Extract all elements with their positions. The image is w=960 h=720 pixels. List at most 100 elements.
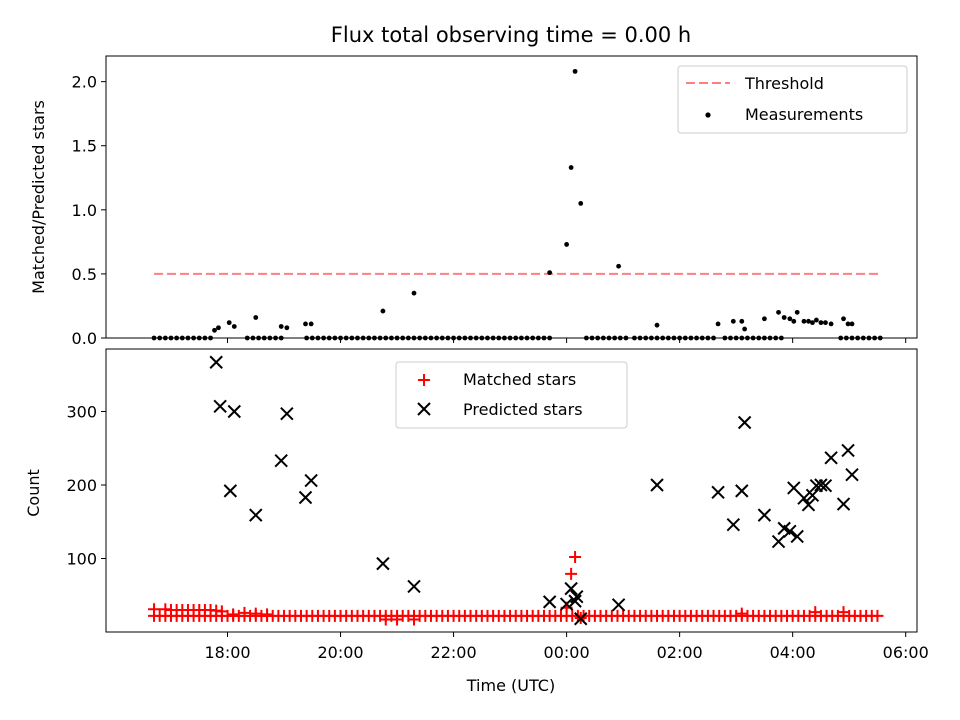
predicted-star-marker bbox=[568, 594, 582, 608]
measurement-point bbox=[411, 290, 417, 296]
top-legend-box bbox=[677, 65, 908, 134]
measurement-point bbox=[762, 316, 767, 322]
bottom-x-tick-label: 20:00 bbox=[317, 643, 363, 662]
predicted-star-marker bbox=[298, 490, 313, 505]
measurement-point bbox=[253, 315, 259, 320]
matched-star-marker bbox=[809, 606, 822, 619]
measurement-point bbox=[814, 317, 819, 323]
measurement-point bbox=[781, 315, 787, 320]
measurement-point bbox=[547, 270, 553, 276]
measurement-point bbox=[564, 242, 570, 247]
bottom-y-tick-label: 300 bbox=[66, 402, 97, 421]
measurement-point bbox=[284, 325, 290, 331]
matched-star-marker bbox=[215, 605, 228, 618]
matched-star-marker bbox=[148, 603, 161, 616]
predicted-star-marker bbox=[824, 451, 838, 465]
measurement-point bbox=[810, 320, 815, 326]
predicted-star-marker bbox=[737, 415, 752, 430]
bottom-xlabel: Time (UTC) bbox=[466, 676, 555, 695]
top-axes-frame bbox=[105, 55, 918, 339]
matched-stars-series bbox=[148, 551, 884, 626]
predicted-star-marker bbox=[783, 524, 797, 539]
predicted-star-marker bbox=[280, 406, 294, 421]
bottom-x-tick-label: 00:00 bbox=[544, 643, 590, 662]
matched-star-marker bbox=[408, 613, 421, 626]
matched-star-marker bbox=[735, 607, 748, 620]
measurement-point bbox=[654, 322, 660, 328]
measurement-point bbox=[739, 318, 745, 324]
predicted-star-marker bbox=[726, 517, 741, 532]
measurement-point bbox=[380, 308, 386, 314]
bottom-x-tick-label: 22:00 bbox=[431, 643, 477, 662]
bottom-legend-box bbox=[395, 361, 628, 429]
predicted-star-marker bbox=[841, 443, 855, 458]
bottom-x-ticks: 18:00 20:00 22:00 00:00 02:00 04:00 06:00 bbox=[204, 632, 929, 662]
measurement-point bbox=[212, 327, 217, 333]
measurement-point bbox=[231, 324, 237, 329]
measurement-point bbox=[742, 326, 748, 332]
predicted-star-marker bbox=[570, 590, 584, 604]
legend-matched-label: Matched stars bbox=[463, 370, 576, 389]
bottom-y-ticks: 100 200 300 bbox=[66, 402, 106, 568]
bottom-x-tick-label: 18:00 bbox=[204, 643, 250, 662]
measurement-point bbox=[308, 321, 314, 327]
matched-star-marker bbox=[837, 606, 850, 619]
measurement-point bbox=[841, 316, 846, 322]
top-y-tick-label: 0.5 bbox=[72, 265, 97, 284]
predicted-star-marker bbox=[845, 467, 859, 482]
predicted-star-marker bbox=[376, 556, 390, 571]
legend-predicted-swatch bbox=[417, 402, 431, 416]
measurement-point bbox=[226, 320, 232, 326]
matched-star-marker bbox=[565, 567, 578, 580]
predicted-star-marker bbox=[227, 404, 241, 419]
predicted-star-marker bbox=[787, 481, 801, 495]
measurement-point bbox=[278, 324, 284, 329]
predicted-star-marker bbox=[564, 581, 578, 596]
top-y-ticks: 0.0 0.5 1.0 1.5 2.0 bbox=[72, 73, 106, 348]
legend-threshold-label: Threshold bbox=[744, 74, 824, 93]
top-ylabel: Matched/Predicted stars bbox=[29, 100, 48, 294]
measurement-point bbox=[787, 316, 793, 322]
bottom-legend: Matched stars Predicted stars bbox=[395, 361, 628, 429]
measurement-point bbox=[216, 325, 221, 331]
measurement-point bbox=[776, 309, 781, 315]
legend-measurements-swatch bbox=[705, 112, 711, 118]
measurement-point bbox=[303, 321, 308, 327]
measurement-point bbox=[578, 201, 584, 206]
bottom-x-tick-label: 04:00 bbox=[770, 643, 816, 662]
measurement-point bbox=[823, 320, 828, 326]
measurement-point bbox=[806, 318, 811, 324]
bottom-axes-frame bbox=[105, 348, 918, 633]
measurement-point bbox=[849, 321, 855, 327]
matched-star-marker bbox=[871, 609, 884, 622]
measurement-point bbox=[818, 320, 824, 326]
predicted-star-marker bbox=[304, 473, 318, 488]
predicted-star-marker bbox=[542, 595, 557, 609]
predicted-star-marker bbox=[274, 454, 288, 468]
predicted-star-marker bbox=[611, 598, 626, 612]
top-title: Flux total observing time = 0.00 h bbox=[331, 23, 691, 47]
top-legend: Threshold Measurements bbox=[677, 65, 908, 134]
bottom-ylabel: Count bbox=[24, 469, 43, 517]
predicted-star-marker bbox=[650, 478, 664, 492]
bottom-x-tick-label: 02:00 bbox=[657, 643, 703, 662]
measurement-point bbox=[791, 318, 797, 324]
predicted-star-marker bbox=[209, 355, 223, 369]
predicted-star-marker bbox=[814, 478, 828, 492]
measurement-point bbox=[715, 321, 721, 327]
predicted-star-marker bbox=[771, 534, 786, 549]
predicted-star-marker bbox=[757, 508, 772, 522]
predicted-star-marker bbox=[407, 579, 421, 594]
measurement-point bbox=[616, 263, 621, 269]
matched-star-marker bbox=[227, 608, 240, 621]
measurement-point bbox=[794, 309, 800, 315]
bottom-y-tick-label: 100 bbox=[66, 549, 97, 568]
predicted-stars-series bbox=[209, 355, 859, 626]
predicted-star-marker bbox=[574, 612, 588, 626]
measurement-point bbox=[845, 321, 851, 327]
predicted-star-marker bbox=[836, 497, 851, 511]
matched-star-marker bbox=[261, 608, 274, 621]
predicted-star-marker bbox=[213, 399, 227, 414]
top-y-tick-label: 0.0 bbox=[72, 329, 97, 348]
top-y-tick-label: 1.5 bbox=[72, 137, 97, 156]
